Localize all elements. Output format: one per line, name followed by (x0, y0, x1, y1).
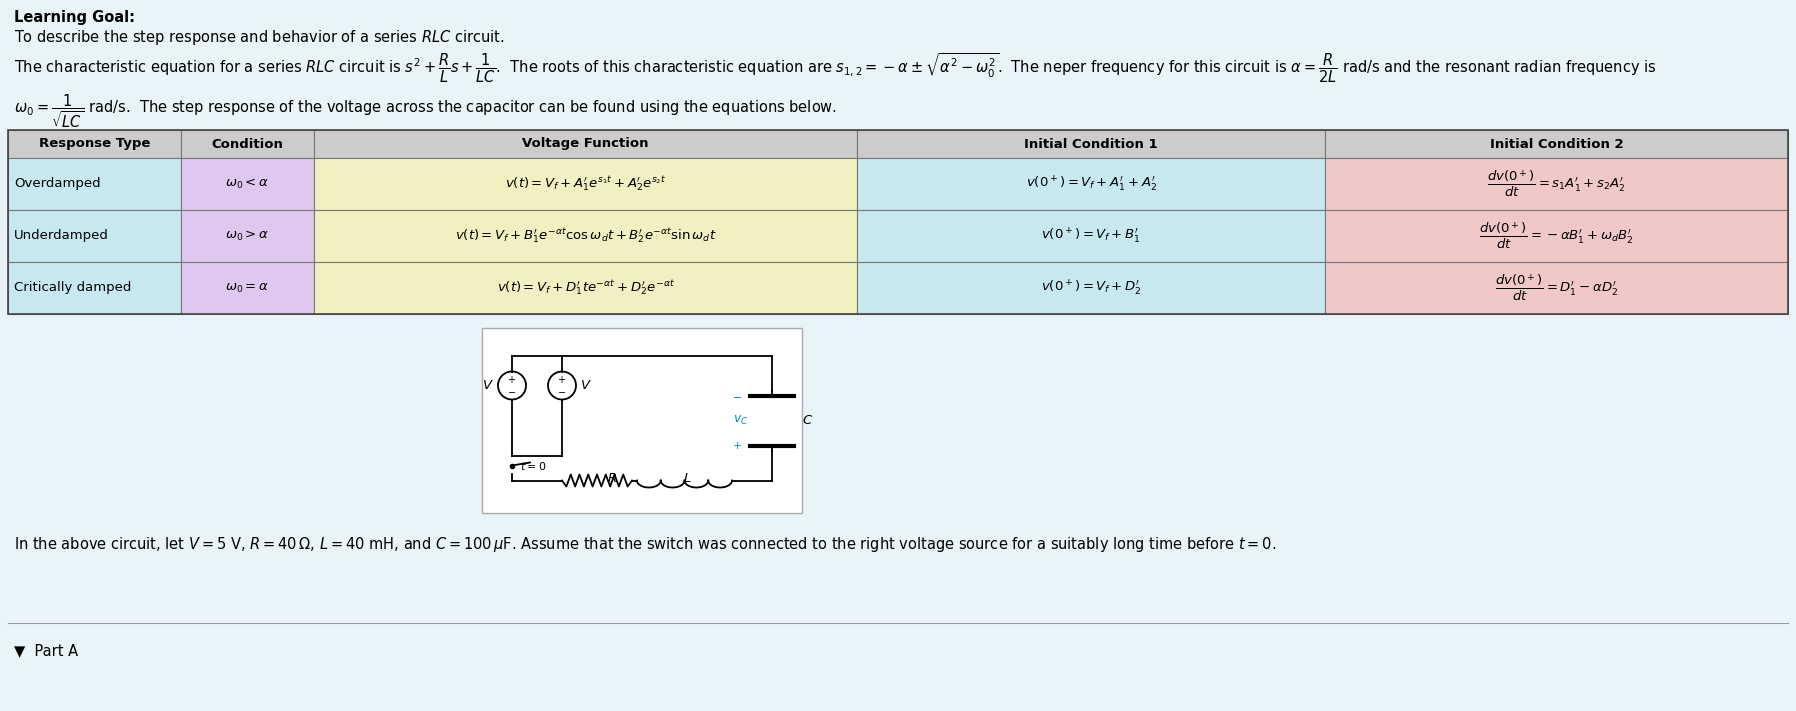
Text: $v(0^+) = V_f + D_2'$: $v(0^+) = V_f + D_2'$ (1040, 279, 1142, 297)
Text: $\omega_0 = \dfrac{1}{\sqrt{LC}}$ rad/s.  The step response of the voltage acros: $\omega_0 = \dfrac{1}{\sqrt{LC}}$ rad/s.… (14, 92, 837, 129)
Bar (181, 130, 314, 158)
Text: $-$: $-$ (733, 390, 742, 400)
Text: $-$: $-$ (508, 386, 517, 396)
Bar (481, 328, 803, 513)
Text: $+$: $+$ (731, 440, 742, 451)
Text: Response Type: Response Type (40, 137, 151, 151)
Text: $\omega_0 < \alpha$: $\omega_0 < \alpha$ (224, 177, 269, 191)
Text: Voltage Function: Voltage Function (523, 137, 648, 151)
Bar (7, 210, 181, 262)
Text: $L$: $L$ (682, 471, 691, 484)
Bar (1325, 130, 1789, 158)
Text: To describe the step response and behavior of a series $\mathit{RLC}$ circuit.: To describe the step response and behavi… (14, 28, 505, 47)
Text: Condition: Condition (212, 137, 284, 151)
Bar (181, 210, 314, 262)
Text: $+$: $+$ (508, 375, 517, 385)
Bar (857, 210, 1325, 262)
Bar (1325, 262, 1789, 314)
Bar (857, 158, 1325, 210)
Text: $R$: $R$ (607, 471, 618, 484)
Text: $v_C$: $v_C$ (733, 414, 747, 427)
Bar (314, 158, 857, 210)
Text: $v(t) = V_f + A_1'e^{s_1 t} + A_2'e^{s_2 t}$: $v(t) = V_f + A_1'e^{s_1 t} + A_2'e^{s_2… (505, 174, 666, 193)
Text: Learning Goal:: Learning Goal: (14, 10, 135, 25)
Text: $\dfrac{dv(0^+)}{dt} = -\alpha B_1' + \omega_d B_2'$: $\dfrac{dv(0^+)}{dt} = -\alpha B_1' + \o… (1480, 221, 1634, 251)
Text: $\omega_0 > \alpha$: $\omega_0 > \alpha$ (224, 229, 269, 243)
Text: $\omega_0 = \alpha$: $\omega_0 = \alpha$ (224, 282, 269, 294)
Bar (857, 130, 1325, 158)
Bar (7, 130, 181, 158)
Text: $v(t) = V_f + D_1' te^{-\alpha t} + D_2'e^{-\alpha t}$: $v(t) = V_f + D_1' te^{-\alpha t} + D_2'… (496, 279, 675, 297)
Text: The characteristic equation for a series $\mathit{RLC}$ circuit is $s^2 + \dfrac: The characteristic equation for a series… (14, 52, 1656, 85)
Text: Initial Condition 1: Initial Condition 1 (1024, 137, 1158, 151)
Text: In the above circuit, let $V = 5$ V, $R = 40\,\Omega$, $L = 40$ mH, and $C = 100: In the above circuit, let $V = 5$ V, $R … (14, 535, 1277, 554)
Bar (7, 262, 181, 314)
Text: $-$: $-$ (557, 386, 566, 396)
Text: Underdamped: Underdamped (14, 230, 110, 242)
Bar (181, 262, 314, 314)
Bar (1325, 210, 1789, 262)
Bar (857, 262, 1325, 314)
Text: $v(0^+) = V_f + B_1'$: $v(0^+) = V_f + B_1'$ (1042, 227, 1140, 245)
Bar (181, 158, 314, 210)
Bar (7, 158, 181, 210)
Text: Overdamped: Overdamped (14, 178, 101, 191)
Text: $C$: $C$ (803, 414, 814, 427)
Text: Initial Condition 2: Initial Condition 2 (1491, 137, 1624, 151)
Text: $\dfrac{dv(0^+)}{dt} = D_1' - \alpha D_2'$: $\dfrac{dv(0^+)}{dt} = D_1' - \alpha D_2… (1494, 273, 1618, 303)
Bar (1325, 158, 1789, 210)
Bar (314, 262, 857, 314)
Bar (314, 210, 857, 262)
Text: $\dfrac{dv(0^+)}{dt} = s_1 A_1' + s_2 A_2'$: $\dfrac{dv(0^+)}{dt} = s_1 A_1' + s_2 A_… (1487, 169, 1625, 199)
Bar (314, 130, 857, 158)
Text: ▼  Part A: ▼ Part A (14, 643, 77, 658)
Text: $v(0^+) = V_f + A_1' + A_2'$: $v(0^+) = V_f + A_1' + A_2'$ (1026, 175, 1157, 193)
Bar (7, 130, 1789, 314)
Text: $V$: $V$ (580, 379, 593, 392)
Text: $+$: $+$ (557, 375, 566, 385)
Text: Critically damped: Critically damped (14, 282, 131, 294)
Text: $t=0$: $t=0$ (521, 461, 546, 473)
Text: $V$: $V$ (481, 379, 494, 392)
Text: $v(t) = V_f + B_1'e^{-\alpha t}\cos\omega_d t + B_2'e^{-\alpha t}\sin\omega_d t$: $v(t) = V_f + B_1'e^{-\alpha t}\cos\omeg… (454, 226, 717, 245)
